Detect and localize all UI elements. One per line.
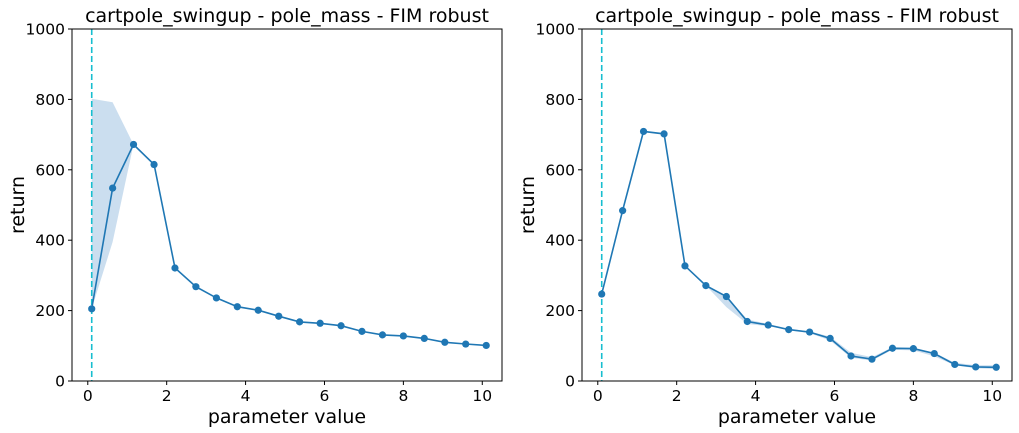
data-point — [171, 264, 179, 272]
data-point — [254, 306, 262, 314]
data-point — [233, 303, 241, 311]
y-tick-label: 200 — [545, 302, 575, 320]
data-point — [806, 328, 814, 336]
y-axis-label: return — [7, 176, 29, 234]
data-point — [441, 338, 449, 346]
x-tick-label: 8 — [908, 387, 918, 405]
data-point — [847, 352, 855, 360]
x-tick-label: 6 — [830, 387, 840, 405]
data-point — [275, 312, 283, 320]
y-tick-label: 1000 — [536, 21, 575, 39]
data-point — [358, 327, 366, 335]
data-point — [992, 363, 1000, 371]
data-point — [212, 294, 220, 302]
data-point — [868, 355, 876, 363]
x-tick-label: 4 — [241, 387, 251, 405]
y-tick-label: 1000 — [26, 21, 65, 39]
x-axis-label: parameter value — [718, 406, 876, 428]
x-tick-label: 2 — [162, 387, 172, 405]
x-tick-label: 4 — [751, 387, 761, 405]
data-point — [639, 127, 648, 136]
data-point — [337, 322, 345, 330]
data-point — [702, 282, 710, 290]
data-point — [420, 334, 428, 343]
data-point — [150, 160, 158, 169]
chart-panel-2: 0 2 4 6 8 10 0 200 400 600 800 1000 cartpole_swingup… — [517, 5, 1013, 428]
x-tick-label: 10 — [472, 387, 492, 405]
x-tick-label: 10 — [982, 387, 1002, 405]
data-point — [88, 305, 96, 313]
data-point — [296, 318, 304, 326]
x-tick-label: 6 — [320, 387, 330, 405]
data-point — [378, 331, 387, 339]
data-point — [192, 283, 200, 291]
y-axis-label: return — [517, 176, 539, 234]
y-tick-label: 0 — [55, 373, 65, 391]
data-point — [598, 290, 606, 298]
data-point — [482, 341, 490, 350]
data-point — [619, 207, 627, 215]
x-tick-label: 8 — [398, 387, 408, 405]
data-point — [129, 140, 138, 149]
series-line — [90, 143, 487, 347]
x-axis-label: parameter value — [208, 406, 366, 428]
data-point — [764, 321, 772, 329]
data-point — [743, 317, 751, 326]
data-point — [462, 340, 470, 348]
data-point — [888, 344, 897, 352]
y-tick-label: 400 — [35, 232, 65, 250]
data-point — [972, 363, 980, 371]
chart-title: cartpole_swingup - pole_mass - FIM robus… — [595, 5, 999, 27]
data-point — [399, 332, 407, 340]
x-tick-label: 2 — [672, 387, 682, 405]
y-tick-label: 200 — [35, 302, 65, 320]
y-tick-label: 800 — [35, 91, 65, 109]
data-point — [681, 262, 689, 270]
chart-title: cartpole_swingup - pole_mass - FIM robus… — [85, 5, 489, 27]
axes-frame — [581, 28, 1013, 382]
y-tick-label: 600 — [545, 161, 575, 179]
x-tick-label: 0 — [593, 387, 603, 405]
data-point — [930, 349, 938, 358]
y-tick-label: 800 — [545, 91, 575, 109]
y-tick-label: 400 — [545, 232, 575, 250]
y-tick-label: 600 — [35, 161, 65, 179]
y-tick-label: 0 — [565, 373, 575, 391]
chart-panel-1: 0 2 4 6 8 10 0 200 400 600 800 1000 cartpole_swingup… — [7, 5, 503, 428]
data-point — [109, 184, 117, 192]
data-point — [660, 130, 668, 138]
data-point — [785, 326, 793, 334]
confidence-band — [91, 98, 487, 346]
series-line — [600, 130, 997, 369]
data-point — [722, 292, 730, 301]
data-point — [909, 345, 917, 353]
data-point — [316, 319, 324, 327]
data-point — [826, 334, 834, 343]
data-point — [951, 360, 959, 369]
axes-frame — [71, 28, 503, 382]
confidence-band — [601, 131, 997, 369]
x-tick-label: 0 — [83, 387, 93, 405]
